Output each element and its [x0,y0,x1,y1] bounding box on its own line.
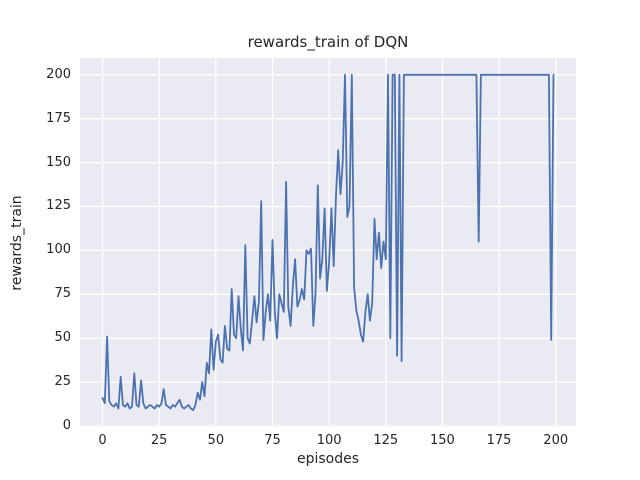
x-tick-label: 75 [264,433,281,448]
series-line-rewards_train [101,73,555,412]
y-tick-label: 50 [54,330,71,346]
x-tick-label: 25 [150,433,168,448]
y-tick-label: 200 [46,66,71,82]
chart-title: rewards_train of DQN [247,33,409,51]
y-tick-label: 75 [54,286,71,302]
x-tick-label: 100 [316,433,342,448]
x-tick-label: 0 [98,433,107,448]
y-tick-label: 175 [46,110,71,126]
x-tick-label: 50 [207,433,225,448]
x-tick-label: 200 [543,433,569,448]
y-tick-label: 150 [46,154,71,170]
x-tick-label: 150 [430,433,455,448]
y-tick-label: 0 [62,418,71,434]
x-axis-label: episodes [296,451,360,467]
y-tick-label: 25 [54,374,71,390]
x-tick-label: 125 [373,433,399,448]
x-tick-label: 175 [486,433,512,448]
y-tick-label: 125 [46,198,71,214]
chart-canvas [80,58,576,427]
y-tick-label: 100 [46,242,71,258]
plot-area [80,58,576,427]
